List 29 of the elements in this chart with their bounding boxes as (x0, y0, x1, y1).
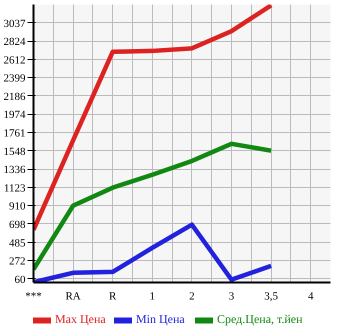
legend-label: Сред.Цена, т.йен (217, 312, 303, 327)
y-tick-label: 1336 (4, 164, 26, 176)
legend-label: Min Цена (136, 312, 185, 327)
y-tick-label: 2186 (4, 90, 26, 103)
x-tick-label: 4 (308, 290, 314, 302)
y-tick-label: 1974 (4, 109, 26, 122)
y-tick-label: 1123 (4, 182, 26, 194)
y-tick-label: 2399 (4, 72, 26, 85)
y-tick-label: 698 (9, 218, 26, 231)
y-tick-label: 272 (9, 256, 26, 268)
y-tick-label: 2824 (4, 36, 26, 48)
y-tick-label: 1548 (4, 146, 26, 158)
x-tick-label: 1 (150, 290, 156, 302)
y-tick-label: 3037 (4, 18, 26, 30)
line-series (34, 4, 274, 232)
y-tick-label: 910 (9, 200, 26, 213)
y-tick-label: 485 (9, 237, 26, 250)
legend-label: Max Цена (55, 312, 106, 327)
line-series (34, 142, 274, 272)
y-tick-label: 1761 (4, 128, 26, 140)
y-tick-label: 2612 (4, 54, 26, 66)
x-tick-label: 3 (228, 290, 235, 302)
line-series (34, 222, 274, 282)
x-tick-label: R (109, 290, 118, 302)
x-tick-label: RA (65, 290, 81, 302)
y-tick-label: 60 (14, 274, 26, 286)
x-tick-label: *** (25, 290, 42, 302)
x-tick-label: 2 (189, 290, 195, 302)
x-tick-label: 3,5 (264, 290, 278, 302)
